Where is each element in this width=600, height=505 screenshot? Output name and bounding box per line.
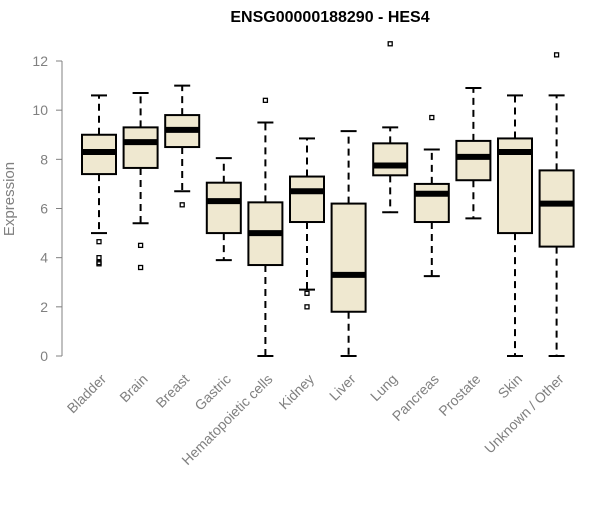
box-series [81, 41, 575, 357]
box-iqr [205, 181, 242, 235]
outlier-point [96, 255, 102, 261]
x-category-label: Kidney [276, 371, 318, 413]
box-group [247, 97, 284, 357]
outlier-point [304, 304, 310, 310]
x-category-label: Brain [116, 371, 150, 405]
y-axis: 0 2 4 6 8 10 12 [32, 53, 63, 364]
outlier-point [179, 202, 185, 208]
outlier-point [262, 97, 269, 103]
box-group [455, 87, 492, 220]
outlier-point [96, 261, 102, 267]
y-axis-label: Expression [1, 162, 18, 236]
box-group [205, 157, 242, 262]
box-iqr [330, 202, 367, 313]
outlier-point [429, 114, 435, 121]
x-category-label: Unknown / Other [481, 371, 567, 457]
y-tick-label: 8 [40, 151, 48, 167]
box-group [497, 94, 533, 357]
box-iqr [413, 182, 450, 224]
box-group [372, 41, 409, 214]
outlier-point [553, 52, 560, 58]
y-tick-label: 6 [40, 201, 48, 217]
x-category-label: Liver [326, 371, 359, 404]
x-category-label: Lung [367, 371, 400, 404]
x-category-label: Bladder [64, 371, 110, 417]
box-iqr [455, 139, 492, 182]
box-iqr [538, 169, 575, 248]
y-tick-label: 0 [40, 348, 48, 364]
box-group [330, 130, 367, 357]
box-iqr [289, 175, 325, 224]
outlier-point [137, 264, 144, 271]
box-group [538, 52, 575, 357]
y-tick-label: 2 [40, 299, 48, 315]
y-tick-label: 4 [40, 250, 48, 266]
x-category-label: Skin [495, 371, 526, 402]
y-tick-label: 10 [32, 102, 48, 118]
x-category-label: Breast [152, 371, 192, 411]
box-group [164, 84, 201, 208]
box-iqr [372, 142, 409, 177]
box-group [289, 137, 325, 310]
outlier-point [96, 239, 102, 245]
box-group [122, 91, 159, 271]
x-category-label: Prostate [435, 371, 483, 419]
y-tick-label: 12 [32, 53, 48, 69]
outlier-point [137, 242, 144, 249]
outlier-point [304, 290, 310, 296]
chart-title: ENSG00000188290 - HES4 [230, 9, 429, 26]
outlier-point [387, 41, 393, 47]
box-group [413, 114, 450, 278]
box-group [81, 94, 117, 267]
box-iqr [122, 126, 159, 169]
